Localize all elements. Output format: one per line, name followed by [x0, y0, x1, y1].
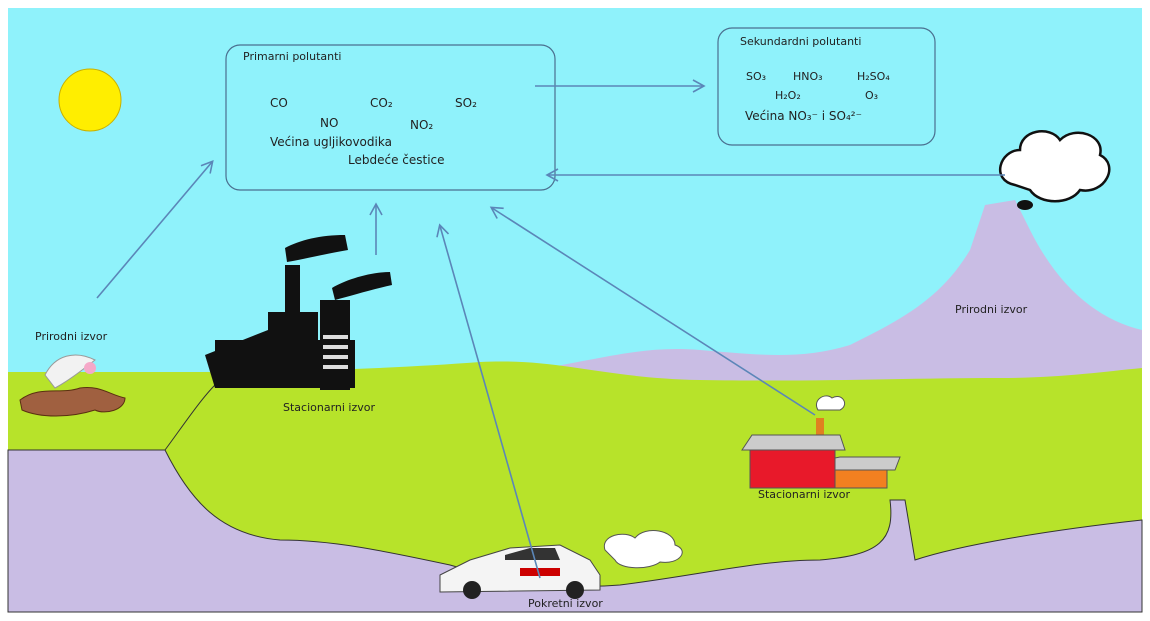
cloud-puff: [1017, 200, 1033, 210]
pollutant: NO₂: [410, 118, 433, 132]
pollutant: Lebdeće čestice: [348, 153, 445, 167]
page: Primarni polutanti CO CO₂ SO₂ NO NO₂ Već…: [0, 0, 1150, 621]
pollutant: SO₃: [746, 70, 766, 83]
sun: [59, 69, 121, 131]
source-label: Pokretni izvor: [528, 597, 603, 610]
pollutant: H₂O₂: [775, 89, 801, 102]
pollutant: Većina NO₃⁻ i SO₄²⁻: [745, 109, 862, 123]
source-label: Stacionarni izvor: [283, 401, 376, 414]
pollutant: SO₂: [455, 96, 477, 110]
pollutant: Većina ugljikovodika: [270, 135, 392, 149]
source-label: Prirodni izvor: [955, 303, 1028, 316]
pollutant: CO₂: [370, 96, 393, 110]
source-label: Prirodni izvor: [35, 330, 108, 343]
pollutant: HNO₃: [793, 70, 823, 83]
scene: Primarni polutanti CO CO₂ SO₂ NO NO₂ Već…: [0, 0, 1150, 621]
gas-puff: [84, 362, 96, 374]
pollutant: H₂SO₄: [857, 70, 890, 83]
box-title: Primarni polutanti: [243, 50, 341, 63]
pollutant: CO: [270, 96, 288, 110]
source-label: Stacionarni izvor: [758, 488, 851, 501]
box-title: Sekundardni polutanti: [740, 35, 861, 48]
pollutant: NO: [320, 116, 338, 130]
pollutant: O₃: [865, 89, 878, 102]
